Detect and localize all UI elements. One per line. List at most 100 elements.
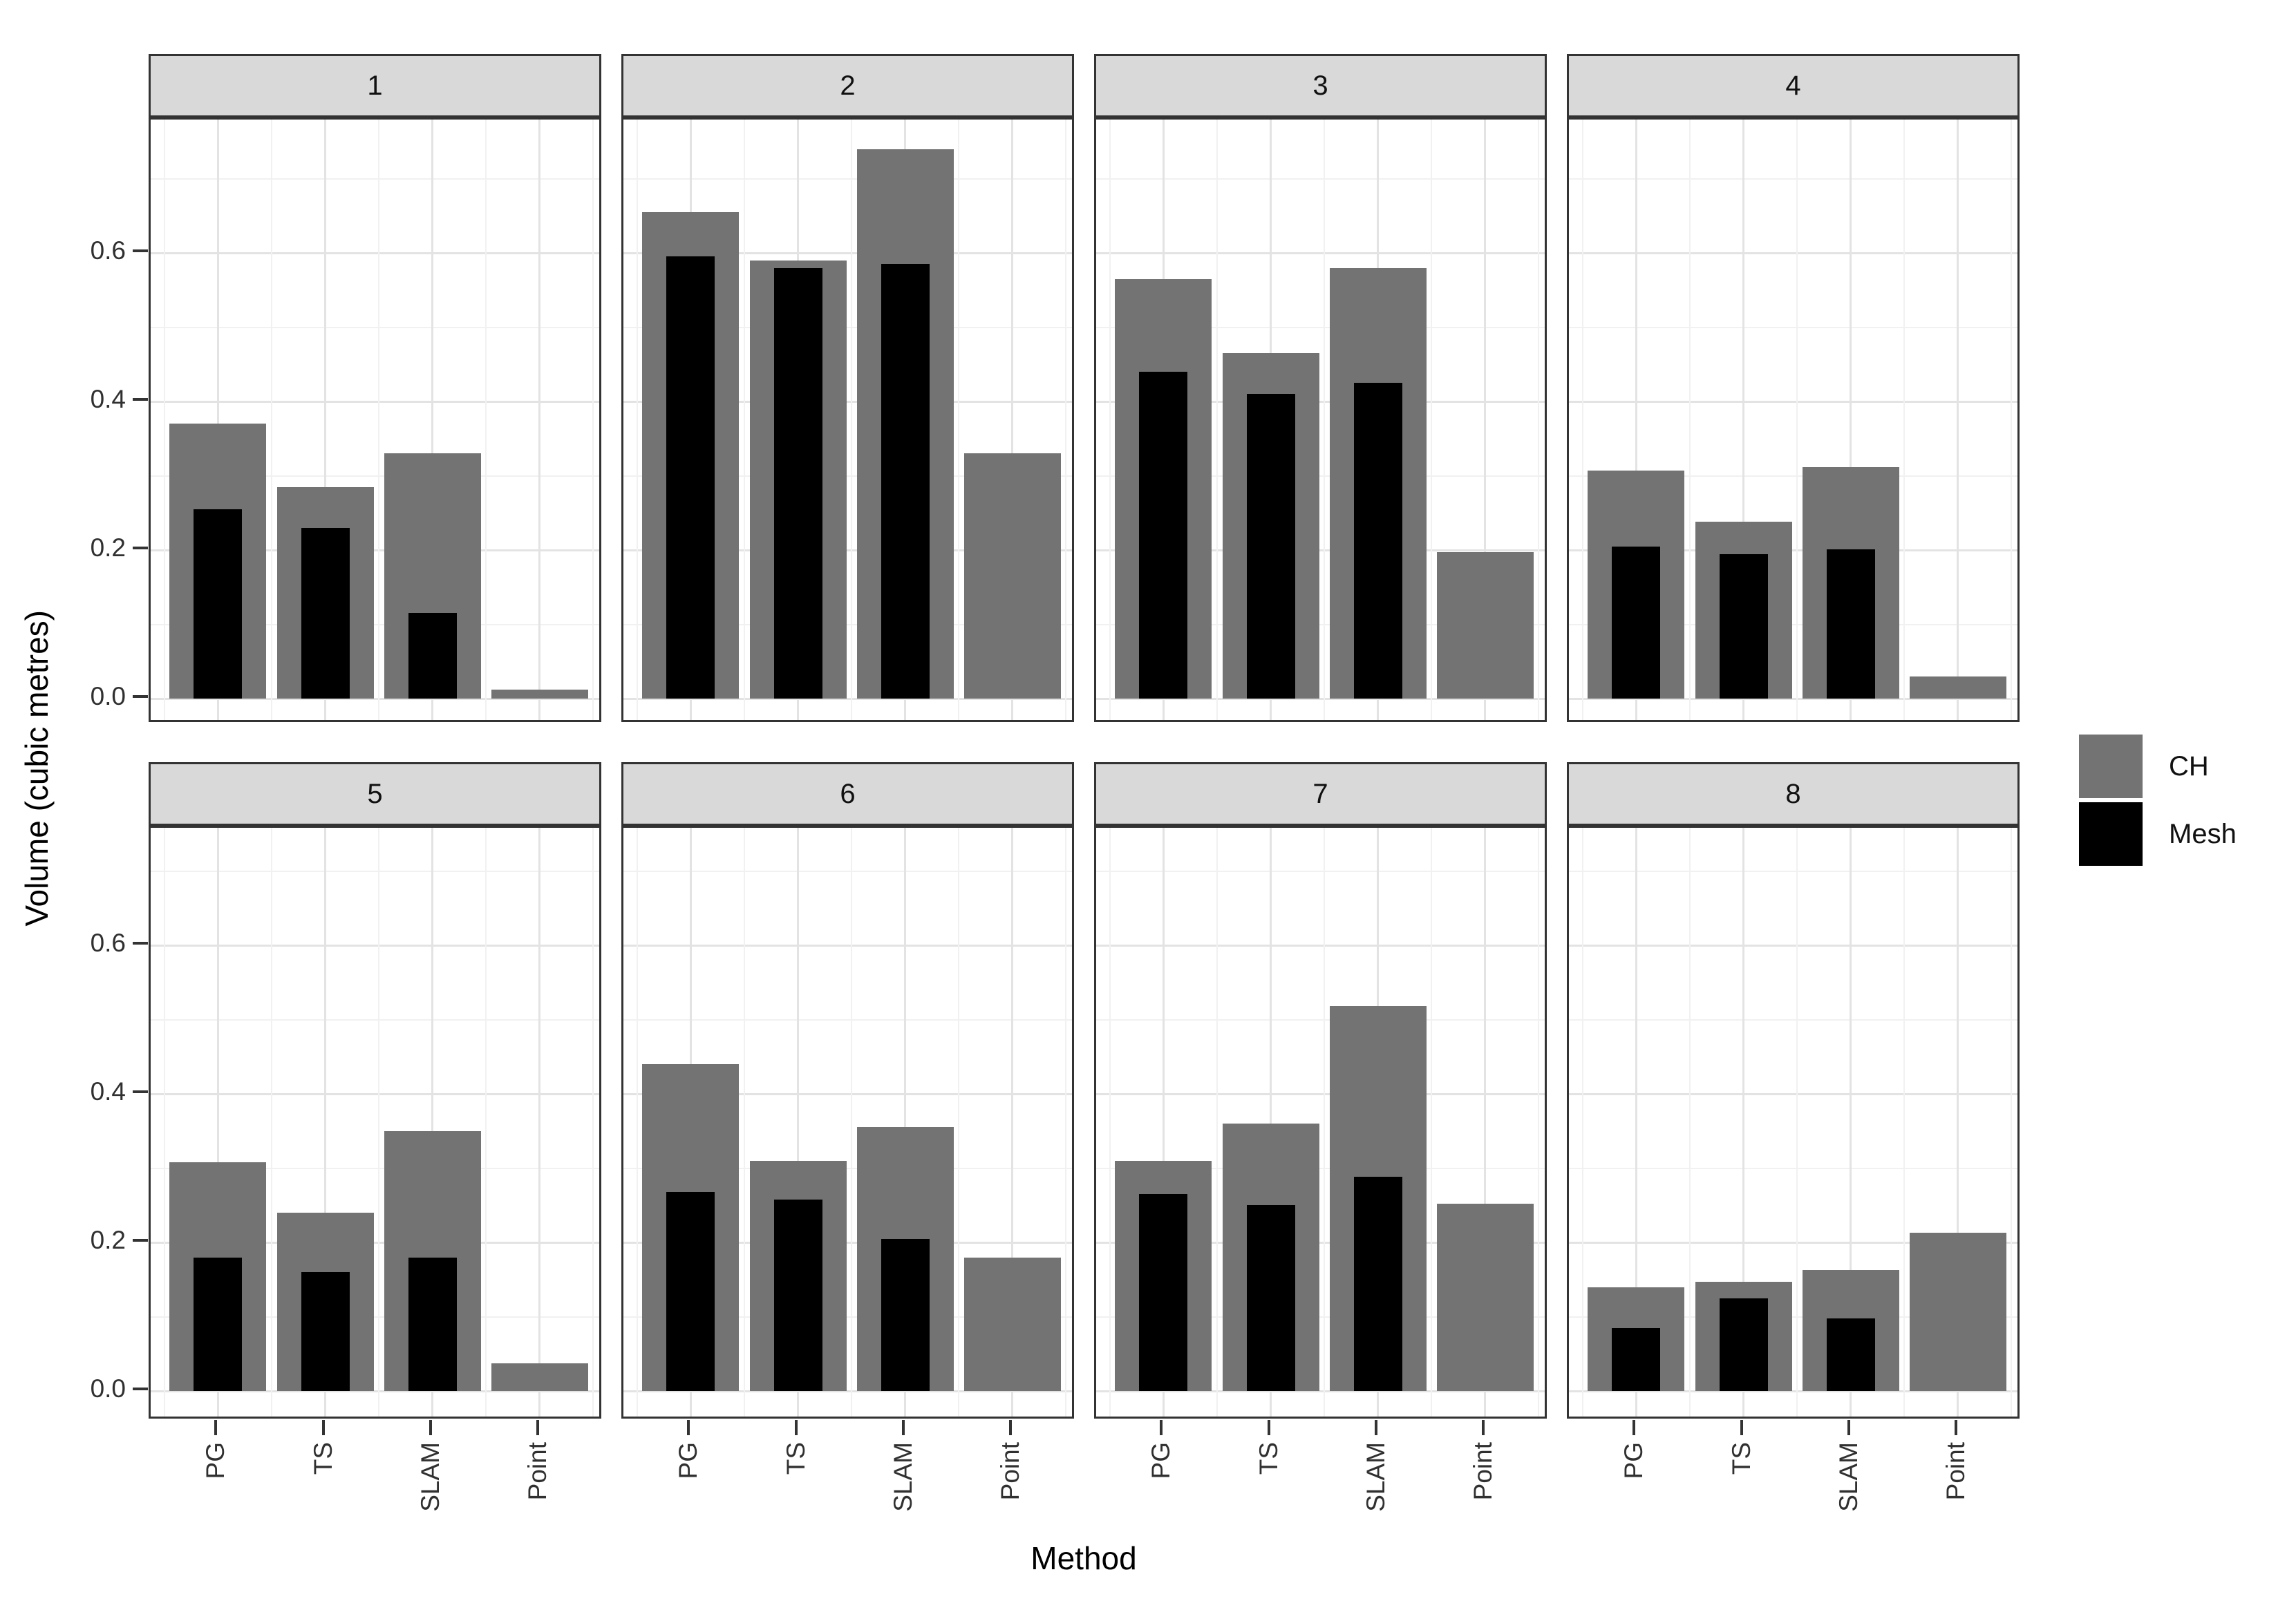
gridline-minor-y (1569, 1019, 2017, 1021)
y-tick-mark (133, 547, 148, 549)
facet-panel (621, 117, 1074, 722)
gridline-minor-x (1796, 120, 1798, 720)
gridline-minor-x (2010, 828, 2012, 1417)
gridline-major-y (151, 697, 599, 700)
gridline-major-x (1484, 120, 1486, 720)
y-tick-mark (133, 942, 148, 945)
bar-mesh (1353, 1177, 1402, 1391)
bar-mesh (408, 613, 457, 699)
gridline-minor-y (623, 1316, 1072, 1318)
x-tick-label-text: Point (523, 1442, 552, 1501)
facet-strip-label: 1 (367, 70, 383, 101)
gridline-major-y (1096, 1241, 1545, 1244)
gridline-minor-x (1537, 828, 1539, 1417)
gridline-minor-y (1569, 326, 2017, 328)
gridline-minor-y (1569, 870, 2017, 872)
bar-mesh (666, 1191, 715, 1391)
gridline-minor-y (1096, 870, 1545, 872)
gridline-major-x (324, 120, 326, 720)
gridline-minor-y (1096, 1019, 1545, 1021)
x-tick-label-text: PG (1147, 1442, 1175, 1479)
gridline-major-y (1569, 400, 2017, 403)
legend-swatch-ch (2079, 735, 2143, 798)
bar-mesh (773, 1199, 822, 1391)
x-tick-label: TS (1725, 1442, 1758, 1594)
gridline-major-y (623, 697, 1072, 700)
gridline-minor-x (1064, 828, 1066, 1417)
gridline-major-x (1635, 828, 1637, 1417)
gridline-major-y (623, 944, 1072, 947)
gridline-major-y (1569, 1092, 2017, 1095)
facet-strip-label: 7 (1312, 778, 1328, 809)
bar-mesh (1612, 1327, 1660, 1391)
facet-strip-label: 6 (840, 778, 856, 809)
x-tick-mark (687, 1420, 690, 1435)
bar-mesh (1719, 1298, 1768, 1391)
gridline-major-x (1270, 828, 1272, 1417)
gridline-major-y (1569, 1241, 2017, 1244)
legend-label-mesh: Mesh (2169, 818, 2237, 849)
gridline-minor-x (1216, 828, 1218, 1417)
gridline-minor-x (163, 120, 165, 720)
gridline-major-x (431, 120, 433, 720)
gridline-minor-x (1064, 120, 1066, 720)
gridline-minor-y (151, 475, 599, 477)
gridline-minor-x (1323, 828, 1325, 1417)
x-tick-label: Point (1939, 1442, 1973, 1594)
x-tick-label-text: SLAM (415, 1442, 444, 1512)
gridline-minor-x (270, 120, 272, 720)
gridline-major-x (1957, 828, 1959, 1417)
gridline-major-y (151, 252, 599, 254)
y-tick-mark (133, 398, 148, 401)
gridline-major-x (1742, 120, 1744, 720)
x-tick-label: SLAM (887, 1442, 920, 1594)
gridline-minor-x (743, 120, 745, 720)
x-tick-mark (429, 1420, 432, 1435)
gridline-minor-x (1216, 120, 1218, 720)
bar-mesh (408, 1257, 457, 1391)
gridline-minor-x (377, 828, 379, 1417)
x-tick-label: SLAM (1359, 1442, 1393, 1594)
gridline-minor-y (151, 1019, 599, 1021)
gridline-minor-x (592, 828, 594, 1417)
gridline-minor-x (1581, 120, 1583, 720)
x-tick-mark (536, 1420, 539, 1435)
gridline-major-y (1096, 252, 1545, 254)
bar-ch (1909, 676, 2006, 699)
facet-strip: 6 (621, 762, 1074, 826)
gridline-major-y (1096, 697, 1545, 700)
facet-panel (149, 826, 601, 1419)
facet-strip: 3 (1094, 54, 1547, 117)
gridline-minor-x (1430, 120, 1432, 720)
gridline-minor-y (623, 1167, 1072, 1169)
gridline-minor-y (623, 1019, 1072, 1021)
facet-panel (149, 117, 601, 722)
gridline-minor-x (1109, 120, 1111, 720)
gridline-major-y (623, 549, 1072, 551)
gridline-minor-x (592, 120, 594, 720)
gridline-major-x (1742, 828, 1744, 1417)
x-tick-mark (321, 1420, 325, 1435)
x-tick-label-text: Point (1941, 1442, 1970, 1501)
gridline-minor-x (377, 120, 379, 720)
y-tick-label: 0.2 (90, 533, 126, 562)
x-tick-label: Point (1467, 1442, 1500, 1594)
gridline-major-y (1569, 697, 2017, 700)
bar-mesh (666, 256, 715, 699)
gridline-major-x (1850, 120, 1852, 720)
bar-mesh (1612, 546, 1660, 699)
gridline-minor-x (163, 828, 165, 1417)
gridline-major-y (623, 400, 1072, 403)
gridline-minor-y (623, 870, 1072, 872)
gridline-major-x (216, 828, 219, 1417)
y-tick-label: 0.4 (90, 1077, 126, 1106)
bar-mesh (1826, 1318, 1875, 1391)
gridline-minor-x (850, 120, 852, 720)
gridline-major-y (623, 252, 1072, 254)
gridline-major-y (151, 1390, 599, 1392)
gridline-major-x (1011, 120, 1013, 720)
facet-strip-label: 2 (840, 70, 856, 101)
gridline-major-y (151, 1241, 599, 1244)
gridline-minor-y (1096, 1316, 1545, 1318)
